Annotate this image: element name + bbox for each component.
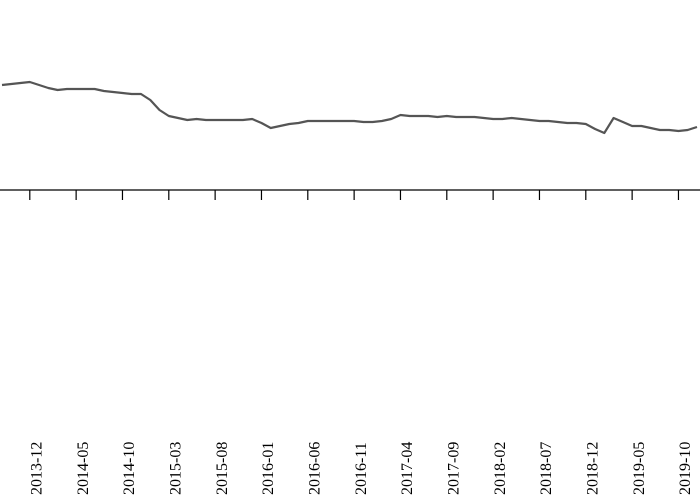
x-tick-label: 2018-12 (584, 442, 601, 495)
x-tick-label: 2015-03 (167, 442, 184, 495)
x-tick-label: 2017-09 (445, 442, 462, 495)
x-tick-label: 2014-05 (75, 442, 92, 495)
x-tick-label: 2016-06 (306, 442, 323, 495)
x-tick-label: 2019-10 (677, 442, 694, 495)
x-tick-label: 2018-07 (538, 442, 555, 495)
x-tick-label: 2014-10 (121, 442, 138, 495)
x-tick-label: 2017-04 (399, 442, 416, 495)
x-tick-label: 2016-11 (353, 442, 370, 495)
x-tick-label: 2019-05 (631, 442, 648, 495)
x-tick-label: 2015-08 (214, 442, 231, 495)
x-tick-label: 2016-01 (260, 442, 277, 495)
x-tick-label: 2018-02 (492, 442, 509, 495)
line-series (1, 80, 698, 135)
x-tick-label: 2013-12 (28, 442, 45, 495)
